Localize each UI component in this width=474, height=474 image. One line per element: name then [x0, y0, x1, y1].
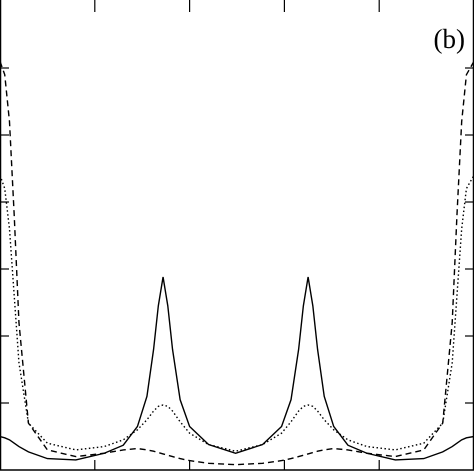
- line-series: [0, 276, 474, 461]
- line-series: [0, 174, 474, 452]
- panel-label: (b): [434, 24, 465, 54]
- line-series: [0, 60, 474, 466]
